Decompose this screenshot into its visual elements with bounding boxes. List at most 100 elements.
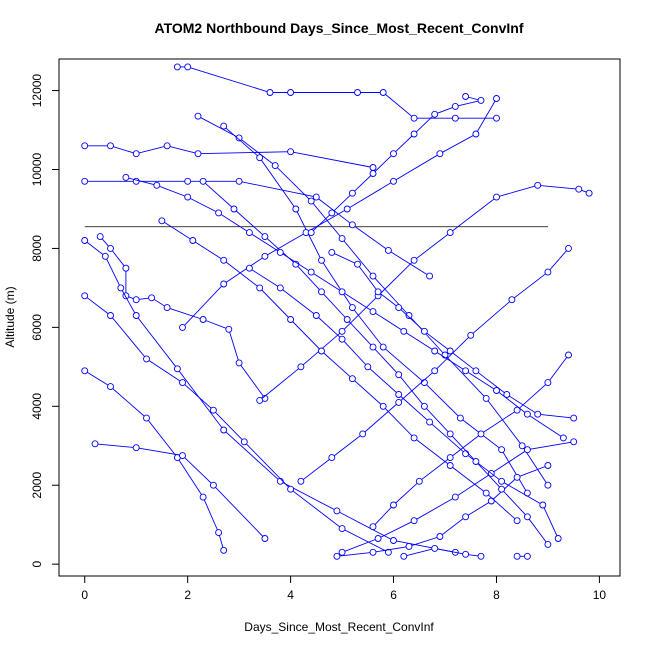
series-5 <box>81 237 459 556</box>
data-point <box>287 316 295 323</box>
series-11 <box>179 95 500 331</box>
data-point <box>436 150 444 158</box>
data-point <box>307 197 315 205</box>
series-1 <box>173 63 500 122</box>
data-point <box>81 367 89 375</box>
y-axis: 0 2000 4000 6000 8000 10000 12000 <box>30 74 60 568</box>
series-group <box>81 63 593 560</box>
data-point <box>518 442 526 450</box>
data-point <box>400 327 408 335</box>
data-point <box>513 517 521 525</box>
series-19 <box>328 248 578 422</box>
data-point <box>395 304 403 312</box>
data-point <box>477 430 485 438</box>
x-tick-label: 8 <box>493 588 500 602</box>
data-point <box>369 164 377 171</box>
data-point <box>209 481 217 489</box>
series-17 <box>400 544 485 560</box>
data-point <box>215 209 223 217</box>
data-point <box>292 205 300 213</box>
series-20 <box>245 264 562 542</box>
data-point <box>395 391 403 398</box>
data-point <box>256 284 264 292</box>
data-point <box>395 398 403 406</box>
data-point <box>256 396 264 404</box>
data-point <box>446 454 454 462</box>
data-point <box>256 154 264 162</box>
data-point <box>343 205 351 213</box>
data-point <box>570 414 578 422</box>
data-point <box>179 379 186 387</box>
series-7 <box>81 367 228 554</box>
data-point <box>333 552 341 560</box>
data-point <box>369 170 377 177</box>
data-point <box>81 292 89 300</box>
y-tick-label: 4000 <box>30 393 44 420</box>
data-point <box>395 371 403 379</box>
data-point <box>194 112 202 120</box>
data-point <box>235 134 243 142</box>
data-point <box>410 434 418 442</box>
x-tick-label: 0 <box>81 588 88 602</box>
data-point <box>451 493 459 501</box>
data-point <box>209 406 217 414</box>
data-point <box>354 89 361 96</box>
series-line <box>161 220 518 522</box>
data-point <box>559 434 567 442</box>
data-point <box>410 256 418 264</box>
data-point <box>523 410 531 418</box>
data-point <box>565 351 572 359</box>
data-point <box>348 375 356 383</box>
data-point <box>544 379 552 387</box>
y-tick-label: 8000 <box>30 235 44 262</box>
series-line <box>372 354 569 528</box>
series-9 <box>194 112 552 489</box>
data-point <box>472 130 480 138</box>
data-point <box>312 193 320 201</box>
series-8 <box>91 440 269 542</box>
y-tick-label: 2000 <box>30 472 44 499</box>
data-point <box>235 359 243 367</box>
data-point <box>482 394 490 402</box>
y-tick-label: 6000 <box>30 314 44 341</box>
data-point <box>575 185 583 193</box>
data-point <box>451 102 459 110</box>
data-point <box>374 535 382 542</box>
data-point <box>220 280 228 288</box>
data-point <box>107 312 114 319</box>
data-point <box>472 458 480 465</box>
data-point <box>456 414 464 422</box>
data-point <box>498 446 506 454</box>
data-point <box>544 462 552 469</box>
data-point <box>132 296 140 304</box>
x-tick-label: 6 <box>390 588 397 602</box>
data-point <box>276 248 284 256</box>
data-point <box>297 363 305 371</box>
data-point <box>122 264 130 272</box>
chart-title: ATOM2 Northbound Days_Since_Most_Recent_… <box>155 20 524 36</box>
x-axis: 0 2 4 6 8 10 <box>81 575 606 602</box>
data-point <box>199 493 207 501</box>
data-point <box>410 130 418 138</box>
data-point <box>348 304 356 312</box>
series-3 <box>81 177 434 280</box>
series-line <box>249 267 559 539</box>
data-point <box>462 367 470 375</box>
data-point <box>307 229 315 237</box>
data-point <box>493 114 500 122</box>
data-point <box>81 142 89 150</box>
data-point <box>220 256 228 264</box>
data-point <box>503 391 511 398</box>
data-point <box>523 552 531 560</box>
data-point <box>498 485 506 493</box>
data-point <box>235 177 243 185</box>
data-point <box>446 430 454 438</box>
data-point <box>240 438 248 446</box>
data-point <box>446 347 454 355</box>
data-point <box>132 312 140 319</box>
data-point <box>482 489 490 497</box>
data-point <box>225 325 233 333</box>
data-point <box>369 343 377 351</box>
data-point <box>364 363 372 371</box>
data-point <box>338 335 346 343</box>
